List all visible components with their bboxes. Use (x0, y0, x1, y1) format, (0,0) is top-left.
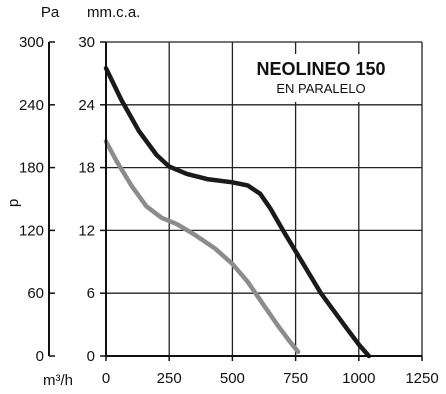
x-tick-label: 250 (157, 370, 182, 387)
chart-curves (103, 65, 372, 359)
right-unit-label: mm.c.a. (87, 4, 140, 21)
x-tick-label: 1250 (405, 370, 438, 387)
y-tick-label-mmca: 18 (78, 160, 95, 177)
title-backdrop (241, 54, 403, 102)
y-tick-label-pa: 120 (19, 222, 44, 239)
y-axis-label: p (5, 199, 22, 207)
y-tick-label-pa: 180 (19, 160, 44, 177)
y-tick-label-mmca: 30 (78, 34, 95, 51)
curve-series-2 (103, 139, 301, 355)
chart-title: NEOLINEO 150 (256, 59, 385, 79)
x-axis-label: m³/h (43, 372, 73, 389)
x-tick-label: 1000 (342, 370, 375, 387)
x-tick-label: 750 (283, 370, 308, 387)
y-tick-label-mmca: 6 (87, 285, 95, 302)
curve-series-1 (103, 65, 372, 359)
chart-subtitle: EN PARALELO (276, 81, 365, 96)
x-tick-label: 500 (220, 370, 245, 387)
y-tick-label-mmca: 0 (87, 348, 95, 365)
y-tick-label-pa: 240 (19, 97, 44, 114)
left-unit-label: Pa (41, 4, 60, 21)
chart-axes (48, 42, 422, 357)
y-tick-label-mmca: 12 (78, 222, 95, 239)
x-tick-label: 0 (102, 370, 110, 387)
y-tick-label-pa: 300 (19, 34, 44, 51)
y-tick-label-mmca: 24 (78, 97, 95, 114)
y-tick-label-pa: 0 (36, 348, 44, 365)
y-tick-label-pa: 60 (27, 285, 44, 302)
